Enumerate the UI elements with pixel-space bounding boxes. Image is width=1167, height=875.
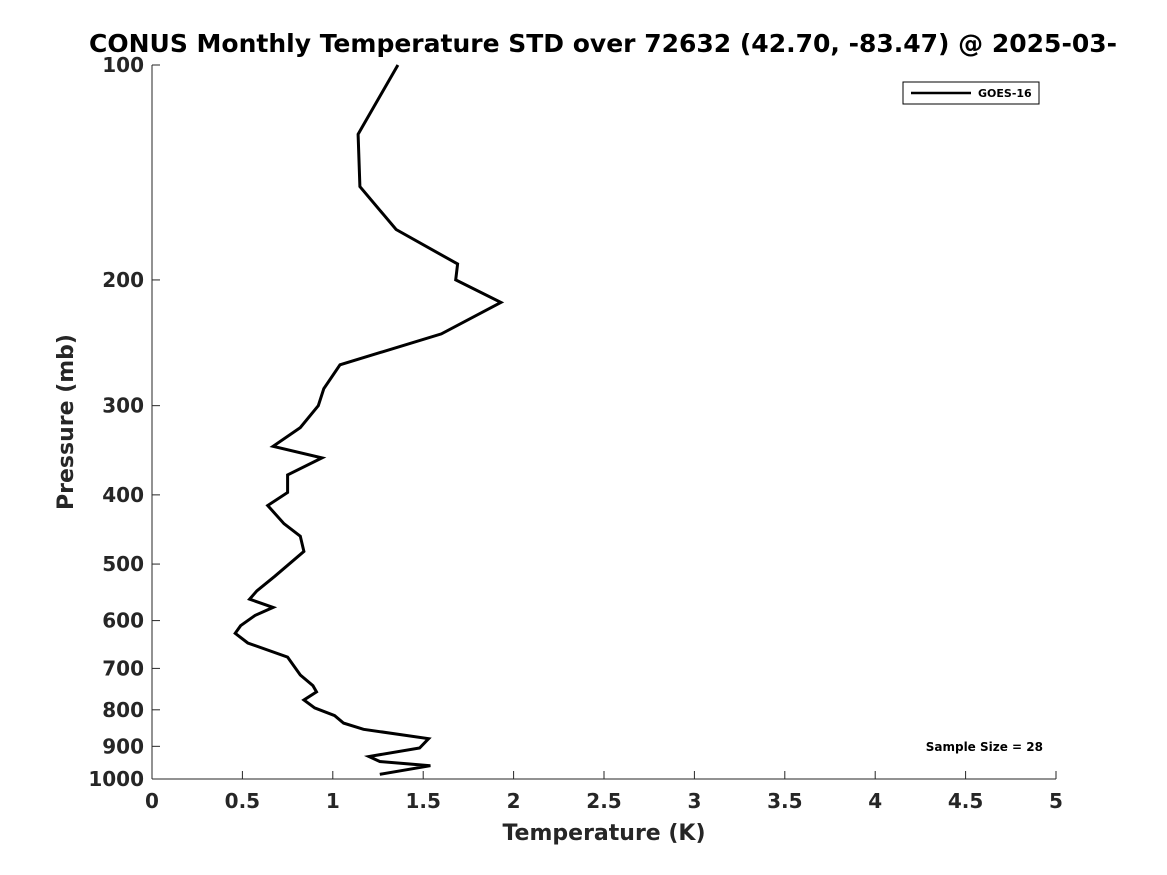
x-tick-label: 0 bbox=[145, 789, 159, 813]
legend: GOES-16 bbox=[902, 81, 1040, 105]
y-axis-ticks: 100 200 300 400 500 600 700 800 900 1000 bbox=[88, 53, 160, 791]
y-tick-label: 700 bbox=[102, 656, 144, 680]
y-tick-label: 1000 bbox=[88, 767, 144, 791]
x-tick-label: 3 bbox=[687, 789, 701, 813]
y-axis-label: Pressure (mb) bbox=[54, 334, 79, 510]
series-line bbox=[233, 64, 505, 776]
y-tick-label: 500 bbox=[102, 552, 144, 576]
series-layer bbox=[233, 64, 505, 776]
y-tick-label: 800 bbox=[102, 698, 144, 722]
plot-area bbox=[152, 65, 1056, 779]
chart-title: CONUS Monthly Temperature STD over 72632… bbox=[89, 29, 1117, 58]
legend-label: GOES-16 bbox=[978, 87, 1032, 100]
x-tick-label: 4 bbox=[868, 789, 882, 813]
y-tick-label: 600 bbox=[102, 609, 144, 633]
y-tick-label: 200 bbox=[102, 268, 144, 292]
x-tick-label: 3.5 bbox=[767, 789, 802, 813]
x-axis-label: Temperature (K) bbox=[502, 821, 705, 846]
x-tick-label: 1.5 bbox=[405, 789, 440, 813]
y-tick-label: 400 bbox=[102, 483, 144, 507]
x-axis-ticks: 0 0.5 1 1.5 2 2.5 3 3.5 4 4.5 5 bbox=[145, 771, 1063, 813]
y-tick-label: 300 bbox=[102, 394, 144, 418]
x-tick-label: 0.5 bbox=[225, 789, 260, 813]
x-tick-label: 5 bbox=[1049, 789, 1063, 813]
y-tick-label: 100 bbox=[102, 53, 144, 77]
x-tick-label: 1 bbox=[326, 789, 340, 813]
x-tick-label: 4.5 bbox=[948, 789, 983, 813]
sample-size-annotation: Sample Size = 28 bbox=[926, 740, 1043, 754]
y-tick-label: 900 bbox=[102, 734, 144, 758]
x-tick-label: 2 bbox=[507, 789, 521, 813]
x-tick-label: 2.5 bbox=[586, 789, 621, 813]
